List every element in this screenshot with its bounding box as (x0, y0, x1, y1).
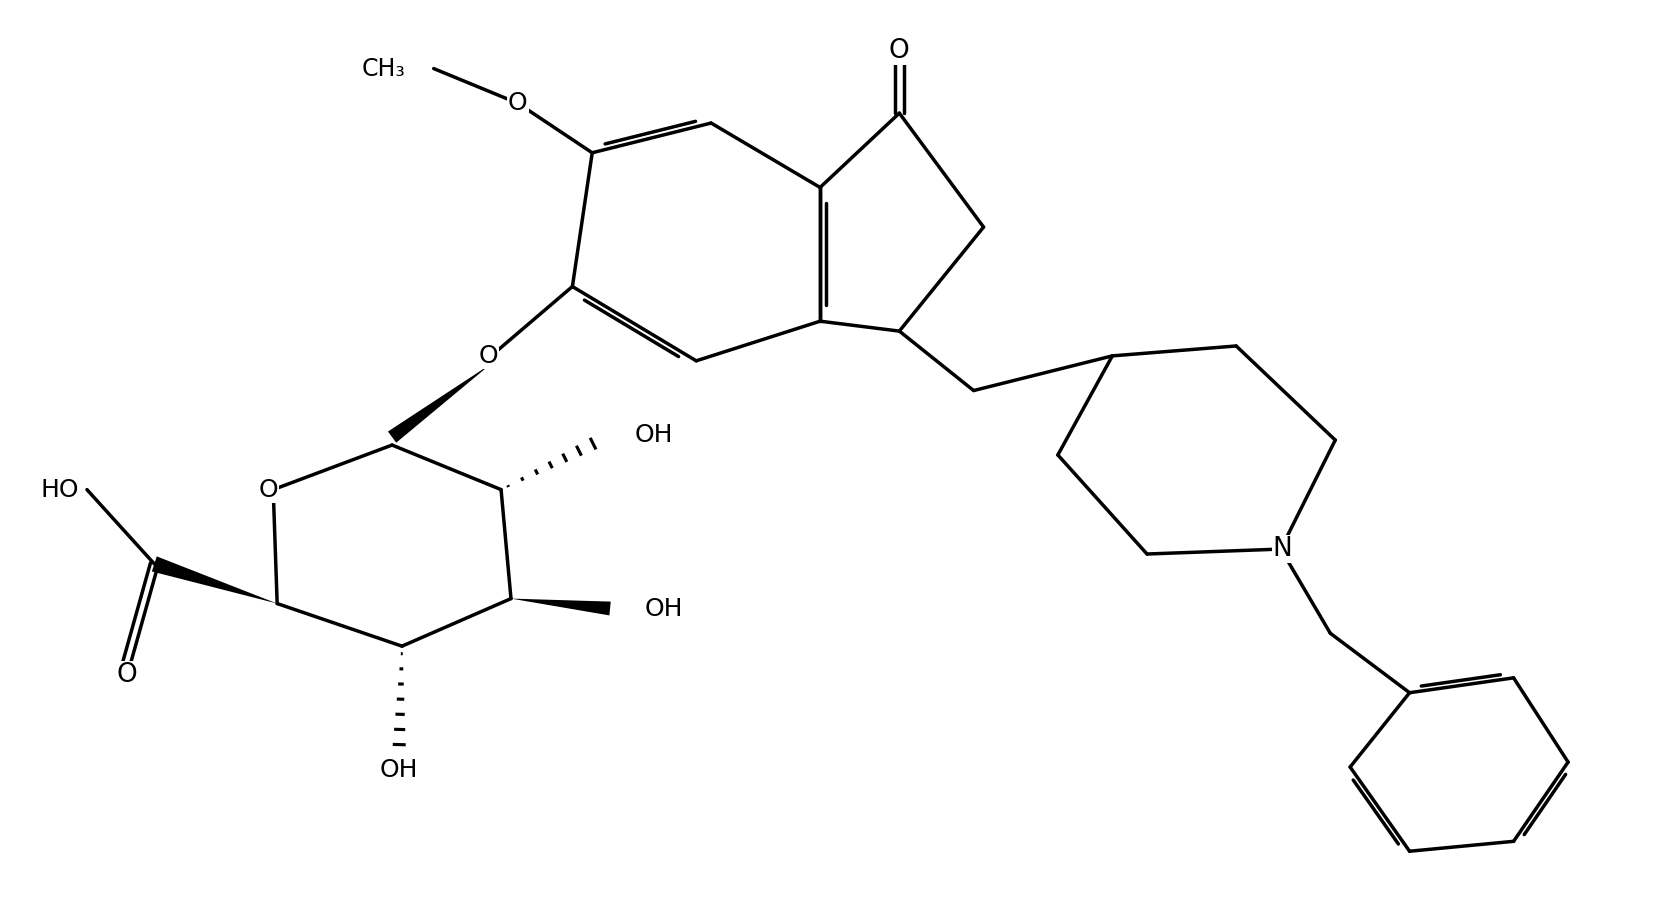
Polygon shape (388, 364, 490, 443)
Text: O: O (479, 344, 497, 368)
Text: CH₃: CH₃ (361, 57, 406, 81)
Text: OH: OH (635, 423, 673, 447)
Polygon shape (510, 599, 610, 615)
Text: O: O (507, 92, 527, 115)
Text: N: N (1273, 536, 1292, 562)
Polygon shape (152, 557, 277, 603)
Text: O: O (116, 662, 138, 688)
Text: OH: OH (645, 596, 683, 621)
Text: HO: HO (40, 478, 80, 502)
Text: OH: OH (379, 758, 418, 782)
Text: O: O (258, 478, 278, 502)
Text: O: O (888, 38, 910, 64)
